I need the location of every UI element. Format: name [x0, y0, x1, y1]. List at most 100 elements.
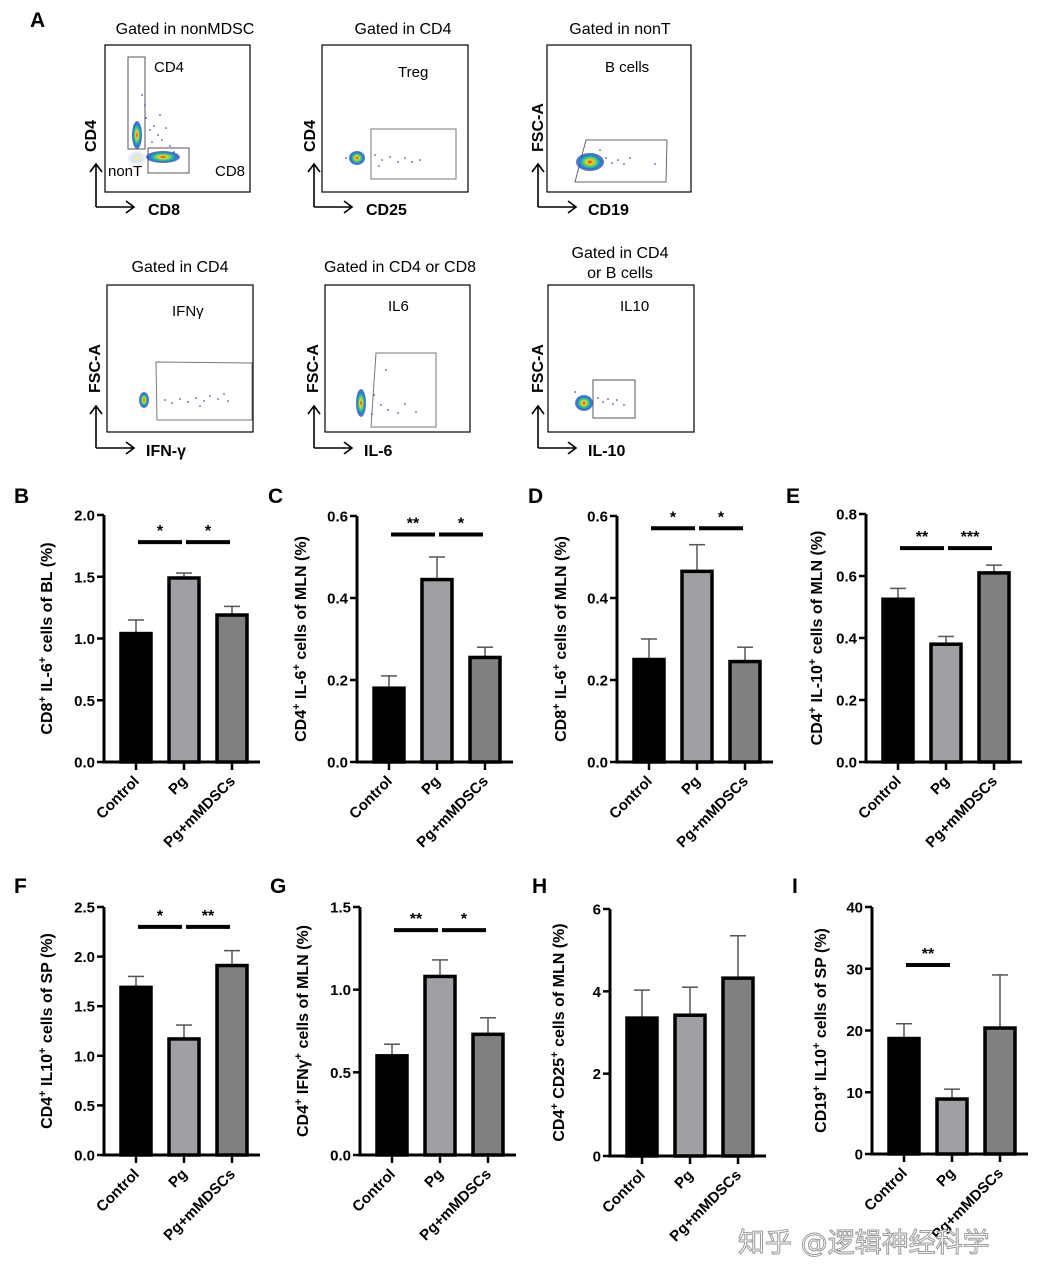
y-tick-label: 0.6: [587, 509, 608, 526]
x-category-label: Control: [93, 1166, 143, 1216]
y-tick-label: 0.0: [327, 755, 348, 772]
facs-plot-fsc-il6: Gated in CD4 or CD8 IL6 IL-6 FSC-A: [305, 259, 476, 460]
facs-title: Gated in nonT: [569, 21, 671, 38]
population: [349, 151, 365, 165]
bar-control: [887, 1036, 921, 1156]
gate-ifng: [155, 361, 253, 421]
scatter-dots: [141, 94, 175, 153]
y-tick-label: 40: [846, 900, 863, 917]
facs-frame: [106, 284, 254, 433]
panel-letter-e: E: [786, 485, 800, 508]
scatter-dots: [371, 369, 417, 415]
y-tick-label: 4: [593, 984, 602, 1001]
y-axis-label: CD4+ IFNγ+ cells of MLN (%): [293, 925, 312, 1137]
panel-letter-c: C: [268, 485, 283, 508]
bar-chart-g: G 0.0 0.5 1.0 1.5 CD4+ IFNγ+ cells of MLN (%)…: [270, 875, 516, 1244]
y-tick-label: 0: [593, 1149, 601, 1166]
x-category-label: Control: [861, 1165, 911, 1215]
axis-arrows-icon: [89, 404, 136, 455]
bar-pg-mmdscs: [721, 976, 755, 1158]
scatter-dots: [164, 393, 229, 407]
y-axis-label: CD8+ IL-6+ cells of BL (%): [37, 542, 56, 734]
panel-letter-i: I: [792, 875, 798, 898]
facs-frame: [324, 284, 471, 433]
x-category-label: Pg: [421, 1166, 447, 1192]
y-tick-label: 0.2: [836, 693, 857, 710]
gate-label: CD8: [215, 163, 245, 180]
y-tick-label: 0.6: [836, 569, 857, 586]
bar-pg-mmdscs: [215, 613, 249, 764]
y-tick-label: 6: [593, 902, 601, 919]
x-category-label: Control: [346, 773, 396, 823]
significance-label: **: [916, 529, 929, 546]
population: [139, 392, 149, 408]
gate-treg: [370, 128, 457, 180]
bar-control: [119, 985, 153, 1157]
facs-y-axis-label: FSC-A: [305, 344, 322, 393]
y-tick-label: 0.2: [587, 673, 608, 690]
facs-y-axis-label: FSC-A: [530, 344, 547, 393]
x-category-label: Control: [599, 1167, 649, 1217]
y-tick-label: 30: [846, 961, 863, 978]
bar-control: [119, 631, 153, 764]
x-category-label: Pg: [418, 773, 444, 799]
facs-y-axis-label: CD4: [83, 120, 100, 152]
y-tick-label: 1.0: [74, 1048, 95, 1065]
bar-control: [881, 597, 915, 764]
bar-chart-e: E 0.0 0.2 0.4 0.6 0.8 CD4+ IL-10+ cells of MLN…: [786, 485, 1022, 851]
bar-control: [372, 686, 406, 764]
bar-pg: [680, 569, 714, 764]
axis-arrows-icon: [531, 404, 578, 455]
facs-y-axis-label: CD4: [302, 120, 319, 152]
gate-label: IL6: [388, 298, 409, 315]
significance-label: *: [461, 911, 468, 928]
axis-arrows-icon: [307, 162, 354, 214]
y-tick-label: 0.0: [836, 755, 857, 772]
panel-letter-f: F: [14, 875, 27, 898]
y-tick-label: 0.5: [74, 1098, 95, 1115]
y-tick-label: 1.5: [330, 900, 351, 917]
facs-x-axis-label: IL-6: [364, 443, 393, 460]
scatter-dots: [599, 149, 656, 165]
facs-x-axis-label: CD8: [148, 202, 180, 219]
y-axis-label: CD4+ IL10+ cells of SP (%): [37, 933, 56, 1129]
y-tick-label: 0.5: [74, 693, 95, 710]
facs-title: Gated in CD4: [572, 245, 669, 262]
y-tick-label: 1.0: [330, 982, 351, 999]
bar-charts: B 0.0 0.5 1.0 1.5 2.0 CD8+ IL-6+ cells of BL (…: [14, 485, 1028, 1245]
significance-label: *: [718, 509, 725, 526]
facs-plot-cd4-cd25: Gated in CD4 Treg CD25 CD4: [302, 21, 469, 219]
significance-label: *: [458, 515, 465, 532]
facs-title: or B cells: [587, 265, 653, 282]
x-category-label: Control: [855, 773, 905, 823]
facs-frame: [321, 44, 469, 193]
bar-pg-mmdscs: [977, 571, 1011, 764]
population-cd8: [146, 151, 180, 163]
bar-pg: [423, 974, 457, 1157]
x-category-label: Control: [606, 773, 656, 823]
facs-x-axis-label: CD25: [366, 202, 407, 219]
y-tick-label: 0.8: [836, 507, 857, 524]
facs-frame: [546, 44, 692, 193]
bar-chart-i: I 0 10 20 30 40 CD19+ IL10+ cells of SP (%) Con…: [792, 875, 1028, 1243]
x-category-label: Control: [349, 1166, 399, 1216]
bar-chart-h: H 0 2 4 6 CD4+ CD25+ cells of MLN (%) Control P…: [532, 875, 766, 1245]
significance-label: *: [157, 908, 164, 925]
significance-label: **: [922, 946, 935, 963]
facs-y-axis-label: FSC-A: [530, 103, 547, 152]
population: [576, 153, 604, 171]
panel-letter-g: G: [270, 875, 286, 898]
bar-pg: [929, 642, 963, 764]
bar-pg: [420, 577, 454, 764]
x-category-label: Pg: [671, 1167, 697, 1193]
bar-pg-mmdscs: [215, 963, 249, 1157]
bar-chart-d: D 0.0 0.2 0.4 0.6 CD8+ IL-6+ cells of MLN (%)…: [528, 485, 773, 851]
y-axis-label: CD4+ CD25+ cells of MLN (%): [549, 923, 568, 1141]
y-tick-label: 1.5: [74, 999, 95, 1016]
facs-x-axis-label: IFN-γ: [146, 443, 186, 460]
bar-control: [375, 1054, 409, 1157]
y-tick-label: 0.4: [836, 631, 858, 648]
facs-frame: [104, 44, 251, 193]
y-tick-label: 0.4: [327, 591, 349, 608]
